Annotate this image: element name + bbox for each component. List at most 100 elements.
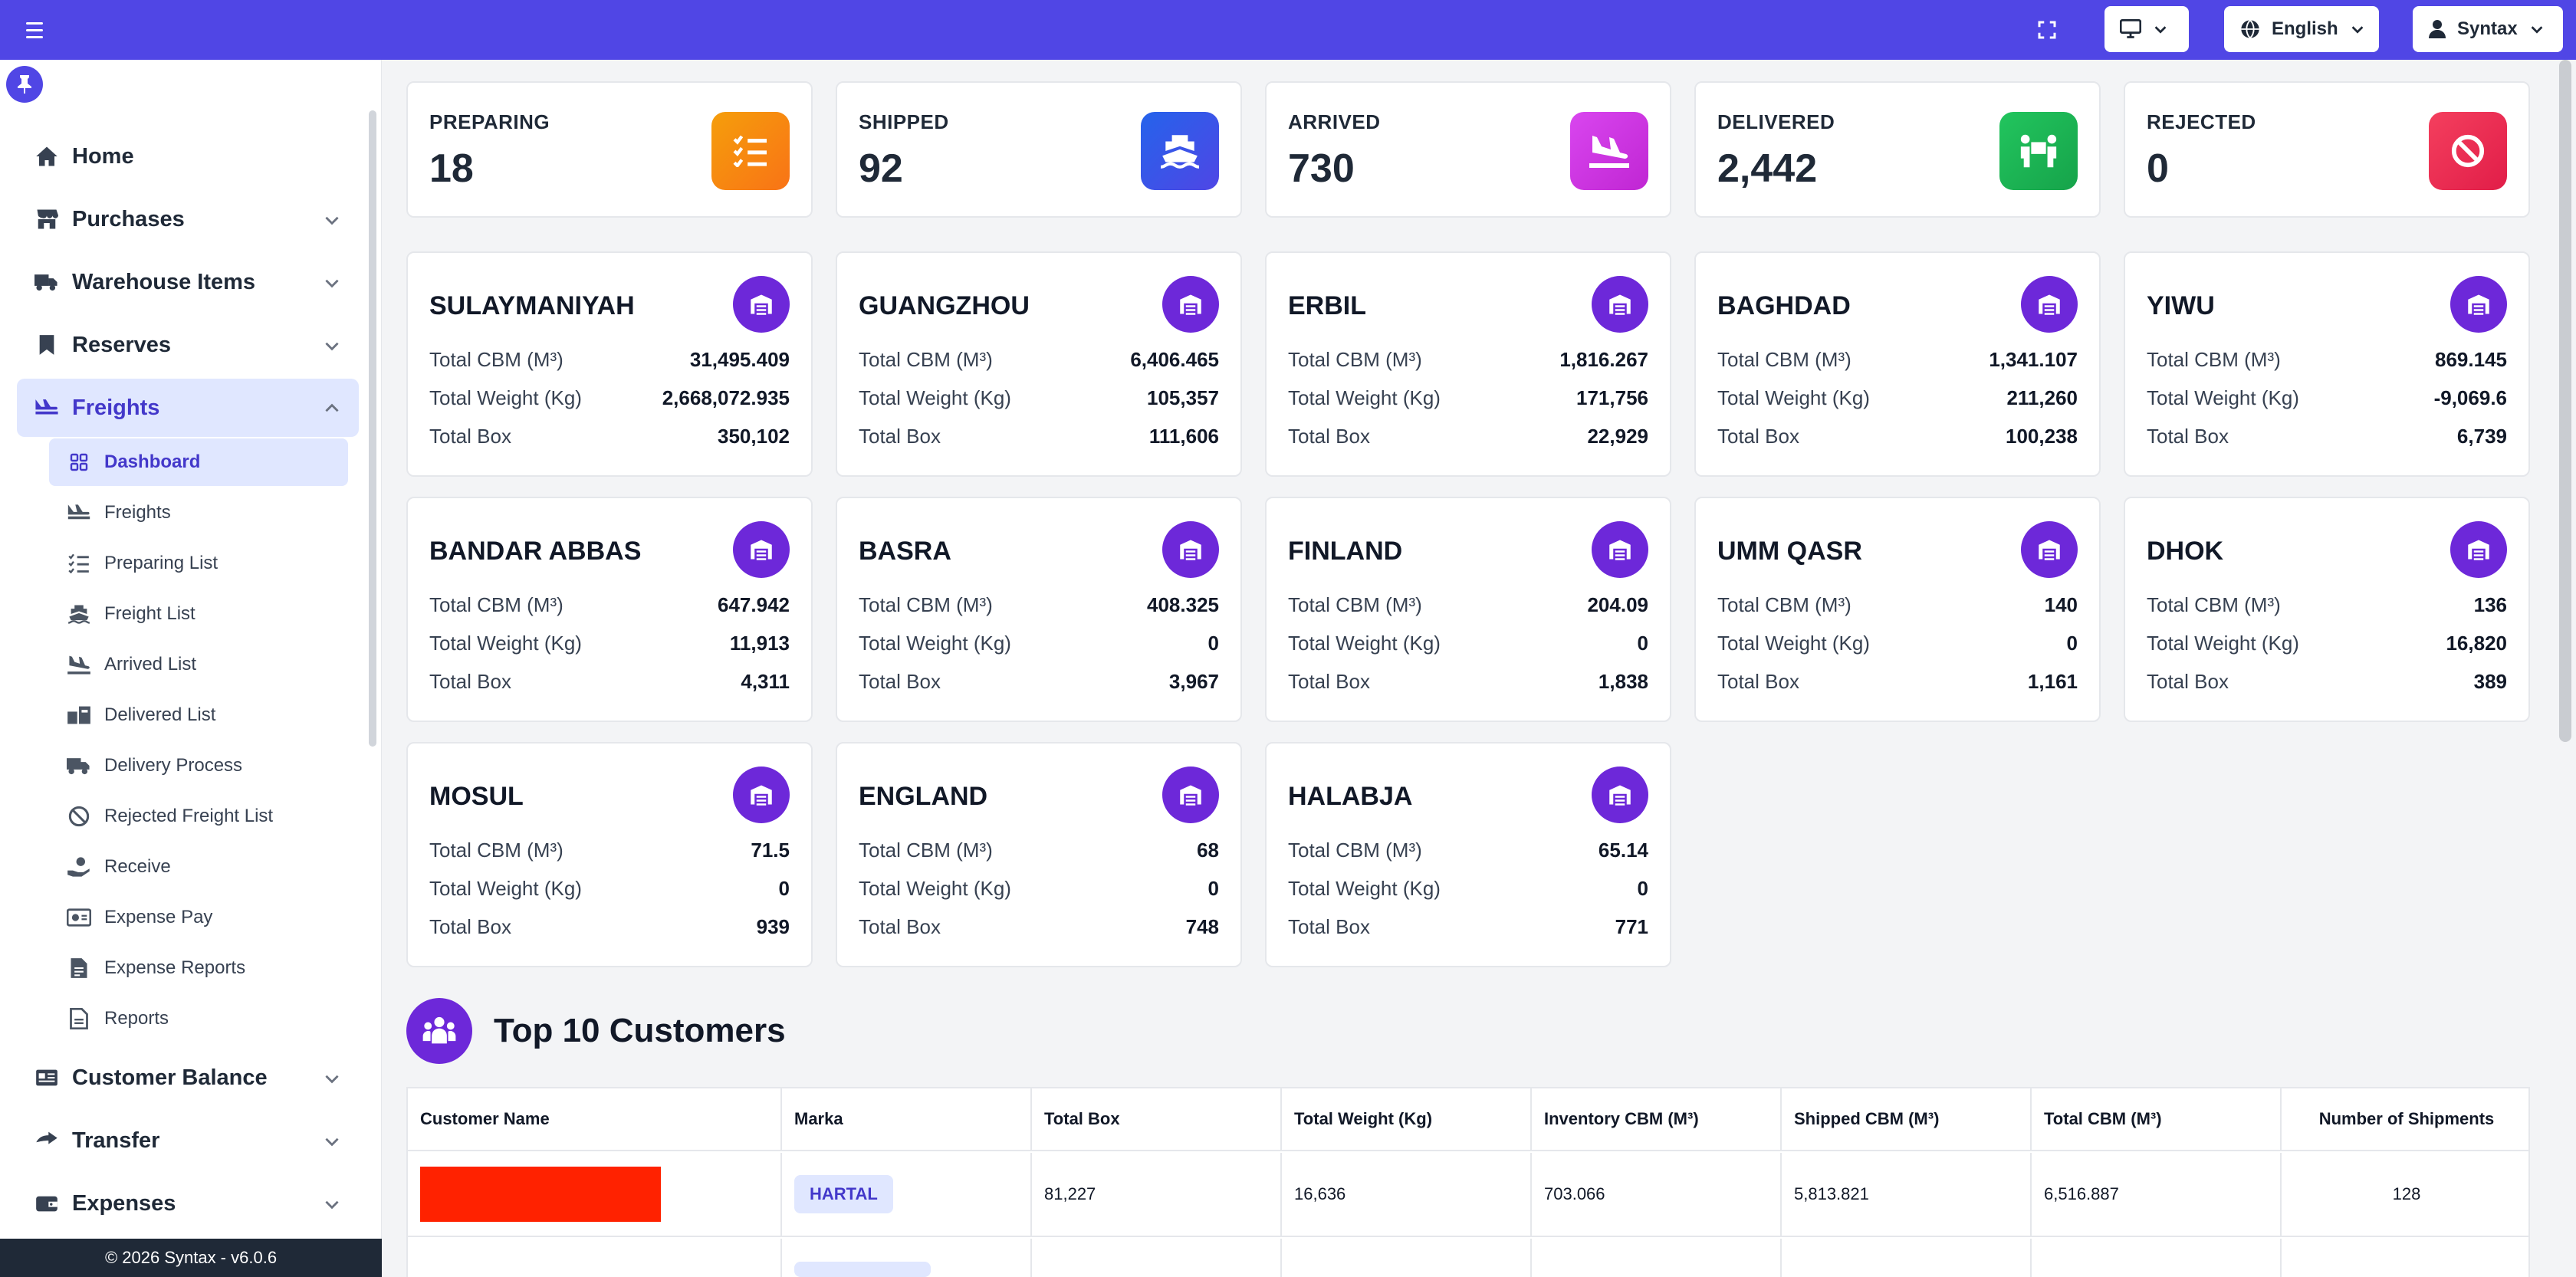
warehouse-name: UMM QASR <box>1717 537 1862 566</box>
column-header[interactable]: Total Box <box>1032 1088 1282 1150</box>
warehouse-weight-row: Total Weight (Kg) 105,357 <box>859 385 1219 411</box>
warehouse-name: SULAYMANIYAH <box>429 291 635 320</box>
fullscreen-icon[interactable] <box>2032 15 2062 44</box>
metric-label: Total Box <box>859 424 941 448</box>
sidebar-item-reserves[interactable]: Reserves <box>17 316 359 374</box>
customer-name-cell <box>408 1239 782 1277</box>
menu-toggle-icon[interactable] <box>26 18 49 41</box>
sidebar-item-warehouse-items[interactable]: Warehouse Items <box>17 253 359 311</box>
metric-value: 136 <box>2473 593 2507 616</box>
warehouse-card[interactable]: BASRA Total CBM (M³) 408.325 Total Weight (… <box>836 497 1242 722</box>
table-cell <box>1032 1239 1282 1277</box>
column-header[interactable]: Inventory CBM (M³) <box>1532 1088 1782 1150</box>
warehouse-card[interactable]: YIWU Total CBM (M³) 869.145 Total Weight (K… <box>2124 251 2530 477</box>
sidebar-item-purchases[interactable]: Purchases <box>17 190 359 248</box>
warehouse-card[interactable]: DHOK Total CBM (M³) 136 Total Weight (Kg) 16… <box>2124 497 2530 722</box>
warehouse-weight-row: Total Weight (Kg) 211,260 <box>1717 385 2078 411</box>
metric-label: Total Weight (Kg) <box>1288 631 1441 655</box>
table-row[interactable]: HARTAL 81,227 16,636 703.066 5,813.821 6… <box>408 1153 2528 1237</box>
warehouse-card[interactable]: ENGLAND Total CBM (M³) 68 Total Weight (Kg)… <box>836 742 1242 967</box>
warehouse-card[interactable]: FINLAND Total CBM (M³) 204.09 Total Weight … <box>1265 497 1671 722</box>
warehouse-card[interactable]: HALABJA Total CBM (M³) 65.14 Total Weight (… <box>1265 742 1671 967</box>
metric-value: 1,341.107 <box>1989 347 2078 371</box>
warehouse-icon <box>1162 521 1219 578</box>
total-box-cell: 81,227 <box>1032 1153 1282 1236</box>
sidebar-subitem-expense-pay[interactable]: Expense Pay <box>49 894 348 941</box>
column-header[interactable]: Number of Shipments <box>2318 1109 2495 1128</box>
sidebar-subitem-freights[interactable]: Freights <box>49 489 348 537</box>
sidebar-subitem-label: Freight List <box>104 603 196 624</box>
sidebar-subitem-receive[interactable]: Receive <box>49 843 348 891</box>
column-header[interactable]: Total Weight (Kg) <box>1282 1088 1532 1150</box>
metric-label: Total Weight (Kg) <box>1717 386 1870 409</box>
pin-sidebar-icon[interactable] <box>6 66 43 103</box>
stat-card-shipped[interactable]: SHIPPED 92 <box>836 81 1242 218</box>
stat-card-preparing[interactable]: PREPARING 18 <box>406 81 813 218</box>
warehouse-name: BAGHDAD <box>1717 291 1851 320</box>
metric-value: 748 <box>1185 914 1219 938</box>
sidebar-subitem-dashboard[interactable]: Dashboard <box>49 438 348 486</box>
table-cell <box>2032 1239 2282 1277</box>
column-header[interactable]: Customer Name <box>408 1088 782 1150</box>
sidebar-subitem-delivery-process[interactable]: Delivery Process <box>49 742 348 790</box>
sidebar-subitem-arrived-list[interactable]: Arrived List <box>49 641 348 688</box>
sidebar-item-transfer[interactable]: Transfer <box>17 1111 359 1170</box>
metric-value: 6,406.465 <box>1130 347 1219 371</box>
sidebar-item-freights[interactable]: Freights <box>17 379 359 437</box>
sidebar-item-label: Warehouse Items <box>72 269 256 294</box>
warehouse-box-row: Total Box 22,929 <box>1288 423 1648 449</box>
warehouse-box-row: Total Box 3,967 <box>859 668 1219 694</box>
stat-card-arrived[interactable]: ARRIVED 730 <box>1265 81 1671 218</box>
metric-label: Total Box <box>1717 424 1799 448</box>
stat-value: 0 <box>2147 146 2169 191</box>
marka-cell <box>782 1239 1032 1277</box>
warehouse-card[interactable]: BAGHDAD Total CBM (M³) 1,341.107 Total Weig… <box>1694 251 2101 477</box>
metric-value: 3,967 <box>1168 669 1219 693</box>
sidebar-subitem-freight-list[interactable]: Freight List <box>49 590 348 638</box>
sidebar-item-customer-balance[interactable]: Customer Balance <box>17 1049 359 1107</box>
warehouse-weight-row: Total Weight (Kg) 0 <box>1717 630 2078 656</box>
warehouse-card[interactable]: BANDAR ABBAS Total CBM (M³) 647.942 Total W… <box>406 497 813 722</box>
sidebar-scrollbar[interactable] <box>369 110 376 747</box>
column-header[interactable]: Total CBM (M³) <box>2032 1088 2282 1150</box>
ban-icon <box>66 803 92 829</box>
page-scrollbar[interactable] <box>2559 60 2571 742</box>
sidebar-item-home[interactable]: Home <box>17 127 359 185</box>
store-icon <box>34 206 60 232</box>
sidebar-subitem-preparing-list[interactable]: Preparing List <box>49 540 348 587</box>
table-row[interactable] <box>408 1239 2528 1277</box>
warehouse-card[interactable]: SULAYMANIYAH Total CBM (M³) 31,495.409 Tota… <box>406 251 813 477</box>
stat-card-rejected[interactable]: REJECTED 0 <box>2124 81 2530 218</box>
user-dropdown[interactable]: Syntax <box>2413 6 2563 52</box>
stat-value: 730 <box>1288 146 1355 191</box>
warehouse-card[interactable]: GUANGZHOU Total CBM (M³) 6,406.465 Total We… <box>836 251 1242 477</box>
marka-badge[interactable] <box>794 1262 931 1277</box>
sidebar-item-expenses[interactable]: Expenses <box>17 1174 359 1233</box>
sidebar-item-label: Expenses <box>72 1190 176 1216</box>
warehouse-card[interactable]: UMM QASR Total CBM (M³) 140 Total Weight (K… <box>1694 497 2101 722</box>
sidebar-subitem-expense-reports[interactable]: Expense Reports <box>49 944 348 992</box>
language-dropdown[interactable]: English <box>2224 6 2379 52</box>
sidebar-item-label: Freights <box>72 395 160 420</box>
sidebar-subitem-rejected-freight-list[interactable]: Rejected Freight List <box>49 793 348 840</box>
checklist-icon <box>711 112 790 190</box>
sidebar-subitem-delivered-list[interactable]: Delivered List <box>49 691 348 739</box>
warehouse-icon <box>2021 521 2078 578</box>
sidebar-subitem-label: Receive <box>104 856 171 877</box>
column-header[interactable]: Marka <box>782 1088 1032 1150</box>
warehouse-card[interactable]: MOSUL Total CBM (M³) 71.5 Total Weight (Kg)… <box>406 742 813 967</box>
metric-label: Total Box <box>429 914 511 938</box>
stat-card-delivered[interactable]: DELIVERED 2,442 <box>1694 81 2101 218</box>
total-weight-cell: 16,636 <box>1282 1153 1532 1236</box>
users-icon <box>406 998 472 1064</box>
marka-badge[interactable]: HARTAL <box>794 1175 893 1213</box>
ship-icon <box>66 601 92 627</box>
display-mode-dropdown[interactable] <box>2104 6 2189 52</box>
metric-label: Total Weight (Kg) <box>429 876 582 900</box>
warehouse-name: BANDAR ABBAS <box>429 537 642 566</box>
chevron-down-icon <box>325 216 339 225</box>
column-header[interactable]: Shipped CBM (M³) <box>1782 1088 2032 1150</box>
warehouse-card[interactable]: ERBIL Total CBM (M³) 1,816.267 Total Weight… <box>1265 251 1671 477</box>
sidebar-subitem-reports[interactable]: Reports <box>49 995 348 1042</box>
table-cell <box>2282 1239 2528 1277</box>
